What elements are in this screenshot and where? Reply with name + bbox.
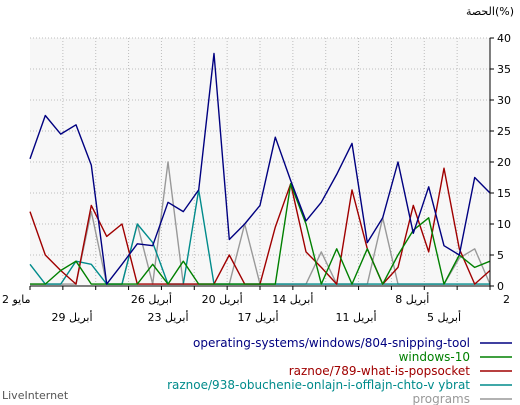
y-tick-label: 35 bbox=[497, 63, 511, 76]
grid-lines bbox=[30, 37, 490, 286]
y-tick-labels: 0 5 10 15 20 25 30 35 40 bbox=[497, 32, 511, 293]
legend-label: windows-10 bbox=[399, 350, 470, 364]
y-tick-label: 30 bbox=[497, 94, 511, 107]
x-tick-label-upper: 26 أبريل bbox=[131, 292, 172, 306]
watermark-text: LiveInternet bbox=[2, 389, 69, 402]
y-tick-label: 20 bbox=[497, 156, 511, 169]
y-axis-label: الحصة(%) bbox=[466, 5, 514, 18]
legend-label: raznoe/789-what-is-popsocket bbox=[289, 364, 471, 378]
x-tick-label-upper: 2 bbox=[503, 293, 510, 306]
x-tick-labels: 2 مايو 26 أبريل 20 أبريل 14 أبريل 8 أبريل 2 29… bbox=[2, 292, 510, 324]
legend-label: raznoe/938-obuchenie-onlajn-i-offlajn-ch… bbox=[167, 378, 470, 392]
x-tick-label-upper: 14 أبريل bbox=[272, 292, 313, 306]
x-tick-label-upper: 8 أبريل bbox=[395, 292, 429, 306]
x-tick-label-upper: 20 أبريل bbox=[202, 292, 243, 306]
x-tick-label-lower: 11 أبريل bbox=[335, 310, 376, 324]
legend-label: operating-systems/windows/804-snipping-t… bbox=[193, 336, 470, 350]
legend-label: programs bbox=[413, 392, 470, 405]
x-tick-label-lower: 23 أبريل bbox=[147, 310, 188, 324]
y-tick-label: 25 bbox=[497, 125, 511, 138]
y-tick-label: 5 bbox=[497, 249, 504, 262]
x-tick-label-lower: 17 أبريل bbox=[237, 310, 278, 324]
y-tick-label: 15 bbox=[497, 187, 511, 200]
x-tick-label-lower: 5 أبريل bbox=[427, 310, 461, 324]
legend: operating-systems/windows/804-snipping-t… bbox=[167, 336, 512, 405]
x-tick-label-upper: 2 مايو bbox=[2, 293, 31, 306]
series-layer bbox=[29, 52, 491, 285]
y-tick-label: 40 bbox=[497, 32, 511, 45]
y-tick-label: 0 bbox=[497, 280, 504, 293]
axes bbox=[29, 37, 494, 290]
series-line bbox=[29, 52, 491, 285]
x-tick-label-lower: 29 أبريل bbox=[51, 310, 92, 324]
y-tick-label: 10 bbox=[497, 218, 511, 231]
